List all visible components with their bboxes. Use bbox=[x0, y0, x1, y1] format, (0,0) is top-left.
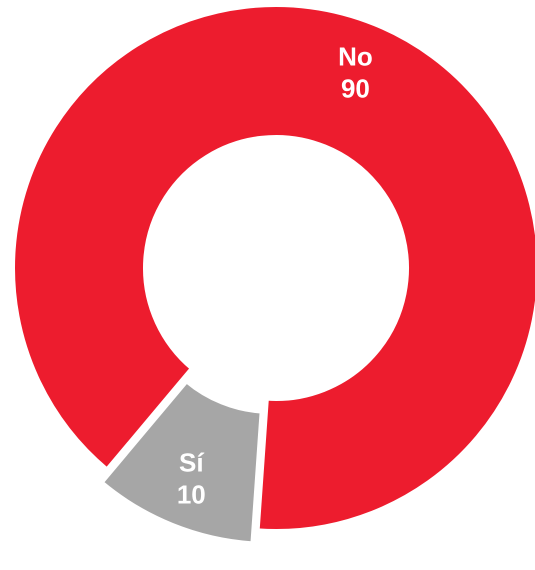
slice-label-name: No bbox=[338, 41, 373, 71]
slices-group bbox=[11, 3, 535, 546]
slice-label-name: Sí bbox=[179, 448, 204, 478]
slice-label-value: 90 bbox=[341, 73, 370, 103]
slice-no bbox=[11, 3, 535, 533]
slice-label-value: 10 bbox=[177, 480, 206, 510]
slice-si bbox=[98, 378, 264, 546]
